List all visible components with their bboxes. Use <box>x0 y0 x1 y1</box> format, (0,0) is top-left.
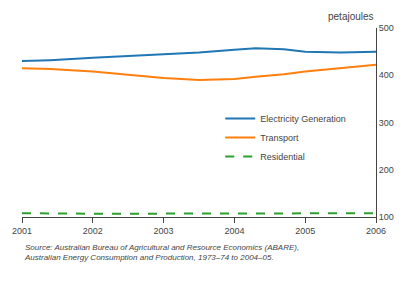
svg-text:2002: 2002 <box>83 226 103 236</box>
svg-text:2006: 2006 <box>366 226 386 236</box>
svg-text:2001: 2001 <box>12 226 32 236</box>
svg-text:petajoules: petajoules <box>328 11 374 22</box>
svg-text:Transport: Transport <box>260 133 299 143</box>
svg-text:Source: Australian Bureau of A: Source: Australian Bureau of Agricultura… <box>24 243 299 262</box>
svg-text:200: 200 <box>379 165 394 175</box>
svg-text:Residential: Residential <box>260 152 305 162</box>
svg-text:2003: 2003 <box>154 226 174 236</box>
svg-text:500: 500 <box>379 23 394 33</box>
svg-text:2005: 2005 <box>295 226 315 236</box>
svg-text:Electricity Generation: Electricity Generation <box>260 114 346 124</box>
svg-text:400: 400 <box>379 70 394 80</box>
svg-text:100: 100 <box>379 212 394 222</box>
svg-text:300: 300 <box>379 118 394 128</box>
svg-text:2004: 2004 <box>224 226 244 236</box>
